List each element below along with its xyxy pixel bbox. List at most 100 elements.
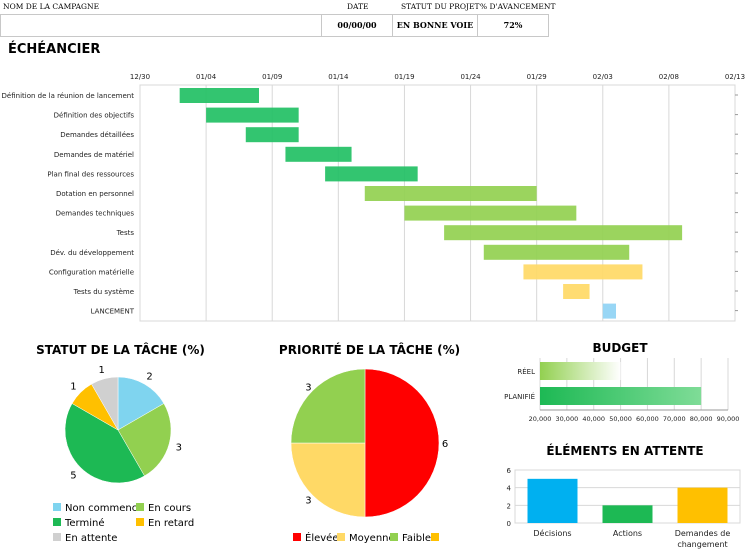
- pie-slice: [290, 368, 366, 444]
- legend-label: Non commencé: [65, 503, 144, 514]
- progress-field[interactable]: [477, 14, 549, 37]
- legend-item: Moyenne: [337, 533, 395, 544]
- gantt-task-bar: [404, 205, 577, 221]
- gantt-task-bar: [179, 88, 259, 103]
- legend-item: En cours: [136, 503, 191, 514]
- pie-value-label: 1: [99, 365, 105, 376]
- gantt-task-label: Dév. du développement: [50, 249, 134, 257]
- pie-value-label: 3: [176, 442, 182, 453]
- gantt-tick-label: 01/09: [262, 73, 282, 81]
- budget-tick-label: 70,000: [663, 415, 686, 423]
- budget-category-label: RÉEL: [517, 367, 535, 376]
- gantt-task-bar: [206, 107, 299, 123]
- gantt-task-bar: [523, 264, 643, 280]
- pie-value-label: 3: [305, 382, 311, 393]
- status-value: EN BONNE VOIE: [396, 20, 474, 30]
- gantt-tick-label: 02/03: [593, 73, 613, 81]
- legend-label: Faible: [402, 533, 432, 544]
- pending-tick-label: 4: [507, 485, 512, 493]
- pie-slice: [364, 368, 440, 518]
- pending-category-label: Actions: [613, 529, 642, 538]
- budget-tick-label: 90,000: [717, 415, 740, 423]
- pending-category-label: Décisions: [533, 528, 571, 538]
- gantt-task-label: Plan final des ressources: [47, 170, 134, 178]
- gantt-task-bar: [602, 303, 616, 319]
- legend-item: Terminé: [53, 518, 105, 529]
- gantt-task-label: Configuration matérielle: [49, 268, 134, 276]
- gantt-task-bar: [563, 284, 590, 299]
- legend-item: [431, 533, 443, 544]
- budget-chart-title: BUDGET: [592, 341, 648, 355]
- legend-label: En cours: [148, 503, 192, 514]
- pie-slice: [117, 376, 165, 431]
- gantt-tick-label: 01/04: [196, 73, 217, 81]
- budget-category-label: PLANIFIÉ: [504, 392, 535, 401]
- budget-tick-label: 80,000: [690, 415, 713, 423]
- priority-chart-title: PRIORITÉ DE LA TÂCHE (%): [278, 343, 461, 357]
- pending-tick-label: 0: [507, 520, 511, 528]
- pie-value-label: 3: [305, 496, 311, 507]
- gantt-tick-label: 02/13: [725, 73, 745, 81]
- gantt-task-bar: [325, 166, 418, 182]
- budget-tick-label: 30,000: [555, 415, 578, 423]
- legend-item: Non commencé: [53, 503, 143, 514]
- legend-swatch: [136, 518, 144, 526]
- budget-tick-label: 60,000: [636, 415, 659, 423]
- legend-swatch: [136, 503, 144, 511]
- budget-bar: [540, 362, 621, 380]
- gantt-task-label: Tests du système: [73, 288, 134, 296]
- legend-swatch: [293, 533, 301, 541]
- project-header: NOM DE LA CAMPAGNE DATE STATUT DU PROJET…: [0, 0, 555, 38]
- progress-label: % D'AVANCEMENT: [480, 2, 556, 11]
- pending-category-label: Demandes de: [675, 529, 731, 538]
- status-label: STATUT DU PROJET: [401, 2, 480, 11]
- gantt-task-label: LANCEMENT: [91, 308, 135, 316]
- gantt-task-label: Tests: [116, 229, 135, 237]
- pie-value-label: 1: [70, 381, 76, 392]
- pending-bar: [602, 505, 653, 523]
- progress-value: 72%: [503, 20, 523, 30]
- gantt-task-label: Dotation en personnel: [56, 190, 134, 198]
- gantt-tick-label: 01/29: [527, 73, 547, 81]
- budget-bar: [540, 387, 702, 405]
- legend-swatch: [390, 533, 398, 541]
- budget-tick-label: 20,000: [529, 415, 552, 423]
- pending-chart-title: ÉLÉMENTS EN ATTENTE: [546, 444, 704, 458]
- legend-label: En retard: [148, 518, 195, 529]
- legend-label: Élevée: [305, 533, 339, 544]
- campaign-label: NOM DE LA CAMPAGNE: [3, 2, 100, 11]
- legend-item: Élevée: [293, 533, 338, 544]
- legend-item: Faible: [390, 533, 431, 544]
- legend-item: En attente: [53, 533, 117, 544]
- legend-label: En attente: [65, 533, 118, 544]
- legend-item: En retard: [136, 518, 194, 529]
- gantt-tick-label: 02/08: [659, 73, 679, 81]
- pie-value-label: 5: [70, 471, 76, 482]
- gantt-task-bar: [245, 127, 299, 143]
- pending-tick-label: 2: [507, 502, 511, 510]
- gantt-task-label: Définition de la réunion de lancement: [2, 92, 135, 100]
- gantt-tick-label: 01/14: [328, 73, 349, 81]
- pie-slice: [117, 403, 172, 477]
- budget-tick-label: 50,000: [609, 415, 632, 423]
- pending-category-label: changement: [677, 540, 727, 549]
- schedule-title: ÉCHÉANCIER: [8, 42, 101, 57]
- gantt-task-bar: [444, 225, 683, 241]
- gantt-task-bar: [364, 186, 537, 201]
- legend-swatch: [53, 533, 61, 541]
- gantt-task-label: Demandes techniques: [56, 210, 135, 218]
- gantt-task-label: Définition des objectifs: [54, 112, 135, 120]
- legend-swatch: [53, 503, 61, 511]
- pending-bar: [677, 487, 728, 523]
- gantt-task-label: Demandes détaillées: [60, 131, 134, 139]
- pending-tick-label: 6: [507, 467, 512, 475]
- gantt-task-bar: [483, 244, 630, 260]
- gantt-tick-label: 01/19: [394, 73, 414, 81]
- budget-tick-label: 40,000: [582, 415, 605, 423]
- legend-swatch: [431, 533, 439, 541]
- legend-swatch: [53, 518, 61, 526]
- gantt-task-label: Demandes de matériel: [54, 151, 134, 159]
- legend-label: Moyenne: [349, 533, 395, 544]
